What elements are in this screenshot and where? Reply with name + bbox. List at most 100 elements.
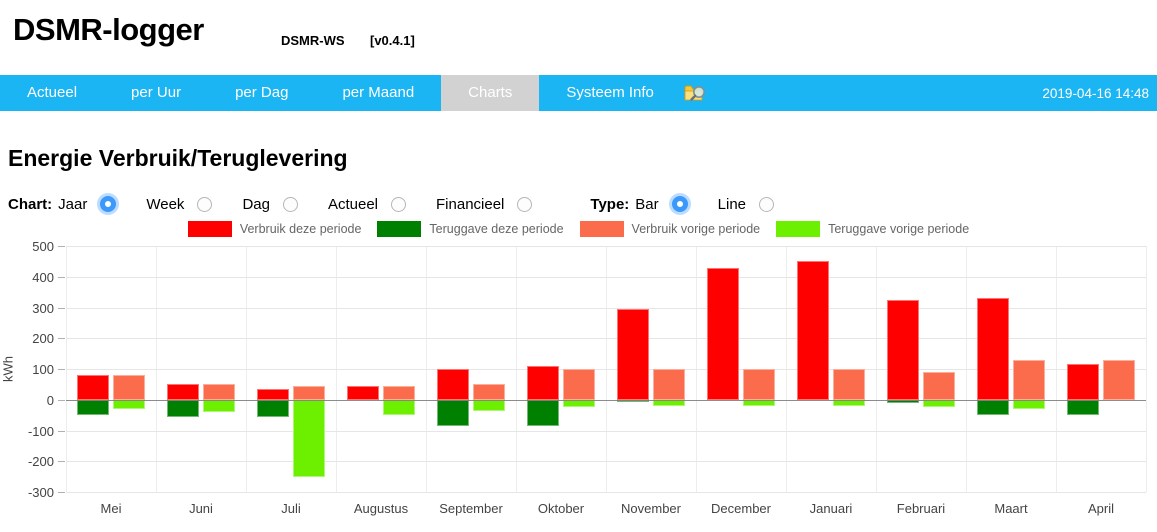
gridline-horizontal <box>66 461 1146 463</box>
bar-radio[interactable] <box>671 196 688 212</box>
chart-option-actueel: Actueel <box>327 195 407 213</box>
actueel-radio[interactable] <box>391 196 407 212</box>
chart-controls: Chart: Jaar Week Dag Actueel Financieel Type… <box>8 193 1157 215</box>
bar-teruggave-deze-periode-mei <box>77 399 109 416</box>
bar-verbruik-vorige-periode-september <box>473 384 505 400</box>
y-tick-mark <box>58 492 65 493</box>
bar-verbruik-deze-periode-maart <box>977 298 1009 400</box>
bar-verbruik-deze-periode-mei <box>77 375 109 400</box>
bar-verbruik-vorige-periode-april <box>1103 359 1135 400</box>
y-tick-label: 100 <box>32 362 54 377</box>
type-group: Type: Bar Line <box>590 196 804 213</box>
nav-item-per-maand[interactable]: per Maand <box>342 84 415 101</box>
bar-teruggave-vorige-periode-mei <box>113 399 145 409</box>
bar-verbruik-deze-periode-juli <box>257 388 289 400</box>
y-tick-label: 500 <box>32 239 54 254</box>
chart-option-label: Jaar <box>58 195 88 213</box>
x-tick-label-juli: Juli <box>281 501 301 516</box>
x-tick-label-mei: Mei <box>100 501 122 516</box>
week-radio[interactable] <box>197 196 213 212</box>
bar-verbruik-deze-periode-februari <box>887 299 919 400</box>
chart-option-week: Week <box>146 195 213 213</box>
legend-label: Verbruik vorige periode <box>631 222 761 236</box>
navbar: Actueel per Uur per Dag per Maand Charts Syst… <box>0 75 1157 111</box>
nav-items: Actueel per Uur per Dag per Maand Charts Syst… <box>0 75 681 111</box>
app-header: DSMR-logger DSMR-WS [v0.4.1] <box>0 0 1157 75</box>
y-tick-mark <box>58 246 65 247</box>
legend-item-verbruik-deze-periode: Verbruik deze periode <box>187 221 362 237</box>
y-tick-label: 0 <box>46 392 54 408</box>
gridline-horizontal <box>66 307 1146 309</box>
bar-verbruik-deze-periode-september <box>437 369 469 400</box>
gridline-horizontal <box>66 430 1146 432</box>
chart-option-label: Dag <box>242 195 270 213</box>
gridline-horizontal <box>66 338 1146 340</box>
bar-verbruik-vorige-periode-november <box>653 369 685 400</box>
jaar-radio[interactable] <box>100 196 117 212</box>
legend-item-verbruik-vorige-periode: Verbruik vorige periode <box>579 221 761 237</box>
bar-teruggave-vorige-periode-augustus <box>383 399 415 416</box>
bar-teruggave-deze-periode-september <box>437 399 469 426</box>
line-radio[interactable] <box>759 196 774 212</box>
chart-option-label: Actueel <box>327 195 379 213</box>
legend-swatch <box>776 221 821 237</box>
y-tick-mark <box>58 307 65 309</box>
x-tick-label-juni: Juni <box>189 501 213 516</box>
legend-item-teruggave-deze-periode: Teruggave deze periode <box>377 221 564 237</box>
bar-teruggave-deze-periode-oktober <box>527 399 559 426</box>
bar-teruggave-deze-periode-juli <box>257 399 289 417</box>
bar-verbruik-deze-periode-juni <box>167 384 199 400</box>
bar-teruggave-vorige-periode-september <box>473 399 505 411</box>
nav-item-charts[interactable]: Charts <box>441 75 540 111</box>
gridline-horizontal <box>66 492 1146 493</box>
nav-item-actueel[interactable]: Actueel <box>27 84 78 101</box>
x-tick-label-november: November <box>621 501 681 516</box>
legend-swatch <box>187 221 232 237</box>
dag-radio[interactable] <box>282 196 298 212</box>
bar-verbruik-vorige-periode-juli <box>293 385 325 400</box>
bar-teruggave-deze-periode-juni <box>167 399 199 417</box>
bar-teruggave-vorige-periode-maart <box>1013 399 1045 409</box>
x-tick-label-september: September <box>439 501 503 516</box>
chart-option-jaar: Jaar <box>58 195 117 213</box>
energy-chart: Verbruik deze periode Teruggave deze peri… <box>0 221 1157 527</box>
nav-item-per-uur[interactable]: per Uur <box>131 84 182 101</box>
x-tick-label-maart: Maart <box>994 501 1028 516</box>
x-tick-label-oktober: Oktober <box>537 501 585 516</box>
bar-teruggave-vorige-periode-juni <box>203 399 235 413</box>
legend-label: Teruggave vorige periode <box>828 222 970 236</box>
gridline-horizontal <box>66 369 1146 370</box>
bar-verbruik-vorige-periode-mei <box>113 375 145 400</box>
bar-verbruik-vorige-periode-oktober <box>563 369 595 400</box>
legend-label: Teruggave deze periode <box>429 222 564 236</box>
type-option-label: Bar <box>635 195 659 213</box>
folder-search-icon[interactable] <box>683 82 709 104</box>
x-tick-label-december: December <box>711 501 771 516</box>
bar-teruggave-vorige-periode-juli <box>293 399 325 477</box>
type-group-label: Type: <box>590 195 630 213</box>
app-title: DSMR-logger <box>13 12 204 47</box>
bar-verbruik-vorige-periode-februari <box>923 372 955 400</box>
financieel-radio[interactable] <box>517 196 533 212</box>
x-tick-label-februari: Februari <box>896 501 946 516</box>
app-subtitle: DSMR-WS <box>281 33 345 48</box>
chart-option-dag: Dag <box>242 196 298 213</box>
nav-item-systeem-info[interactable]: Systeem Info <box>566 84 654 101</box>
chart-option-label: Financieel <box>436 195 505 213</box>
y-tick-label: -200 <box>27 454 54 470</box>
type-options: Bar Line <box>635 196 804 213</box>
y-tick-label: 400 <box>32 269 54 285</box>
bar-verbruik-deze-periode-april <box>1067 364 1099 400</box>
gridline-vertical <box>1146 246 1147 492</box>
legend-swatch <box>377 221 422 237</box>
chart-option-label: Week <box>146 195 185 213</box>
y-tick-mark <box>58 276 65 278</box>
chart-group-label: Chart: <box>8 195 53 213</box>
bar-verbruik-deze-periode-oktober <box>527 365 559 400</box>
legend-label: Verbruik deze periode <box>239 222 362 236</box>
bar-verbruik-vorige-periode-januari <box>833 369 865 400</box>
bar-verbruik-vorige-periode-december <box>743 369 775 400</box>
y-tick-label: -100 <box>27 423 54 439</box>
nav-item-per-dag[interactable]: per Dag <box>235 84 289 101</box>
bar-teruggave-vorige-periode-februari <box>923 399 955 408</box>
